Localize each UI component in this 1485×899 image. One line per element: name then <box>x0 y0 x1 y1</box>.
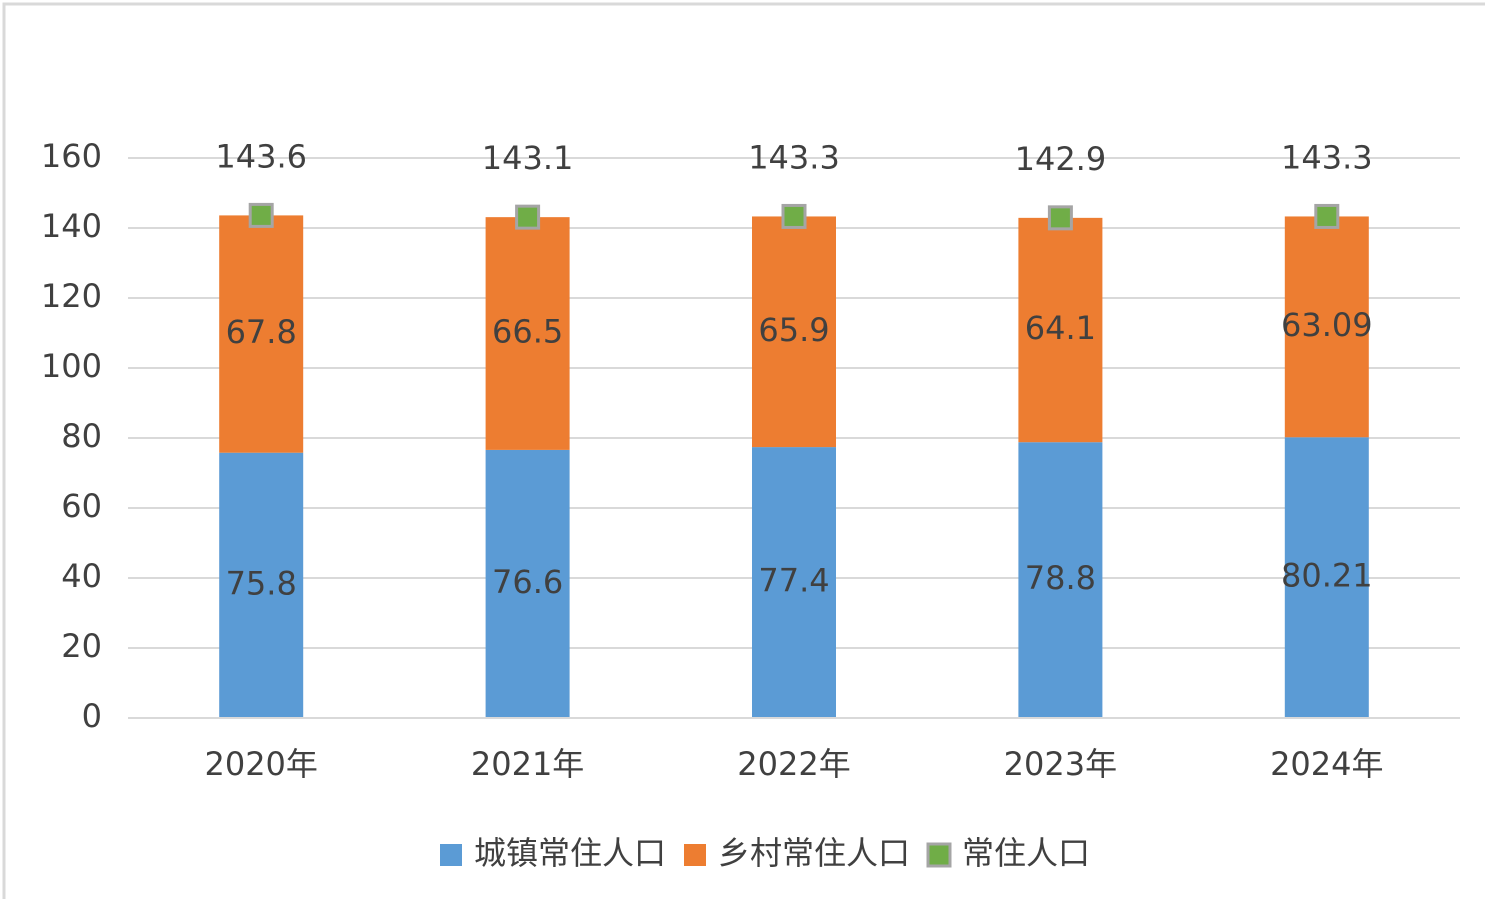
x-tick-label: 2021年 <box>471 745 584 783</box>
x-tick-label: 2022年 <box>737 745 850 783</box>
data-label: 80.21 <box>1281 557 1373 595</box>
legend-swatch <box>440 844 462 866</box>
data-label: 143.3 <box>748 138 840 176</box>
y-tick-label: 60 <box>61 487 102 525</box>
total-marker <box>515 204 541 230</box>
bar-segment <box>752 447 836 718</box>
bar-segment <box>1018 217 1103 443</box>
y-tick-label: 100 <box>41 347 102 385</box>
data-label: 78.8 <box>1025 559 1096 597</box>
data-label: 143.6 <box>215 137 307 175</box>
bar-segment <box>1284 216 1369 438</box>
total-marker <box>781 203 807 229</box>
data-label: 64.1 <box>1025 309 1096 347</box>
x-tick-label: 2020年 <box>204 745 317 783</box>
y-tick-label: 0 <box>82 697 102 735</box>
bar-segment <box>752 216 836 448</box>
data-label: 65.9 <box>758 311 829 349</box>
y-tick-label: 120 <box>41 277 102 315</box>
data-label: 63.09 <box>1281 306 1373 344</box>
bar-segment <box>485 217 570 450</box>
y-tick-label: 160 <box>41 137 102 175</box>
data-label: 67.8 <box>226 313 297 351</box>
legend-swatch <box>684 844 706 866</box>
legend-label: 城镇常住人口 <box>474 834 666 872</box>
total-marker <box>1047 205 1073 231</box>
y-tick-label: 80 <box>61 417 102 455</box>
data-label: 77.4 <box>758 562 829 600</box>
y-tick-label: 20 <box>61 627 102 665</box>
x-tick-label: 2024年 <box>1270 745 1383 783</box>
data-label: 66.5 <box>492 313 563 351</box>
x-tick-label: 2023年 <box>1004 745 1117 783</box>
bar-segment <box>219 215 304 453</box>
legend-swatch <box>926 842 952 868</box>
bar-segment <box>1284 437 1369 718</box>
data-label: 143.3 <box>1281 138 1373 176</box>
y-tick-label: 140 <box>41 207 102 245</box>
bar-segment <box>219 452 304 718</box>
data-label: 76.6 <box>492 563 563 601</box>
bar-segment <box>485 449 570 718</box>
data-label: 143.1 <box>482 139 574 177</box>
legend-label: 常住人口 <box>962 834 1090 872</box>
legend-label: 乡村常住人口 <box>718 834 910 872</box>
y-tick-label: 40 <box>61 557 102 595</box>
bar-segment <box>1018 442 1103 718</box>
total-marker <box>248 202 274 228</box>
data-label: 142.9 <box>1015 140 1107 178</box>
data-label: 75.8 <box>226 564 297 602</box>
total-marker <box>1314 203 1340 229</box>
